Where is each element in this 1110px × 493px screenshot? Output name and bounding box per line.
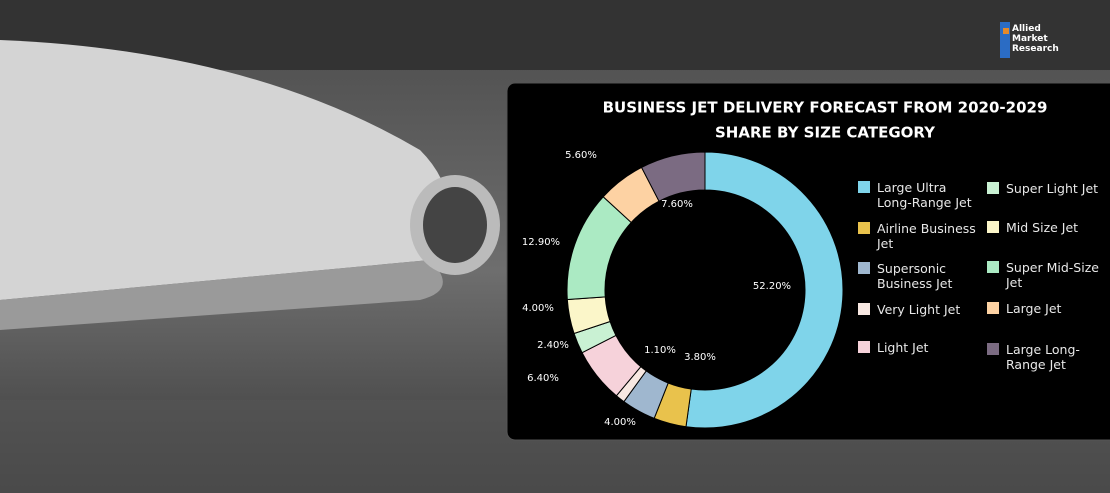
- legend-swatch: [858, 303, 870, 315]
- logo-line: Research: [1012, 44, 1059, 54]
- logo-line: Market: [1012, 34, 1048, 44]
- data-label: 2.40%: [537, 340, 569, 351]
- legend-swatch: [858, 222, 870, 234]
- legend-swatch: [987, 221, 999, 233]
- data-label: 4.00%: [522, 303, 554, 314]
- legend-swatch: [858, 181, 870, 193]
- data-label: 12.90%: [522, 237, 560, 248]
- legend-swatch: [858, 341, 870, 353]
- data-label: 7.60%: [661, 199, 693, 210]
- logo: Allied Market Research: [1012, 24, 1059, 54]
- legend-label: Large Long-Range Jet: [1006, 342, 1080, 372]
- legend-label: Very Light Jet: [877, 302, 961, 317]
- legend-swatch: [987, 261, 999, 273]
- legend-label: Super Mid-Size Jet: [1006, 260, 1099, 290]
- legend-swatch: [987, 343, 999, 355]
- legend-label: Mid Size Jet: [1006, 220, 1079, 235]
- data-label: 1.10%: [644, 345, 676, 356]
- legend-label: Airline Business Jet: [877, 221, 976, 251]
- legend-label: Large Ultra Long-Range Jet: [877, 180, 972, 210]
- legend-swatch: [987, 182, 999, 194]
- data-label: 3.80%: [684, 352, 716, 363]
- legend-label: Supersonic Business Jet: [877, 261, 953, 291]
- data-label: 6.40%: [527, 373, 559, 384]
- legend-swatch: [987, 302, 999, 314]
- legend-label: Super Light Jet: [1006, 181, 1099, 196]
- data-label: 4.00%: [604, 417, 636, 428]
- data-label: 52.20%: [753, 281, 791, 292]
- data-label: 5.60%: [565, 150, 597, 161]
- pie-slice: [640, 151, 706, 202]
- logo-line: Allied: [1012, 24, 1041, 34]
- pie-slice: [685, 151, 844, 429]
- legend-label: Large Jet: [1006, 301, 1062, 316]
- chart-title: BUSINESS JET DELIVERY FORECAST FROM 2020…: [603, 99, 1048, 117]
- chart-subtitle: SHARE BY SIZE CATEGORY: [715, 124, 936, 142]
- legend-label: Light Jet: [877, 340, 929, 355]
- legend-swatch: [858, 262, 870, 274]
